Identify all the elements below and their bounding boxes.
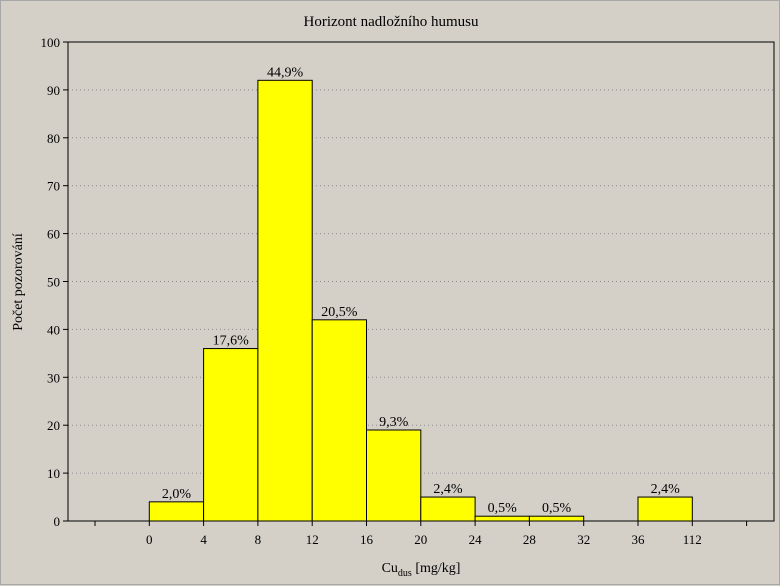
data-label: 2,0% [162, 487, 192, 502]
data-labels: 2,0% 17,6% 44,9% 20,5% 9,3% 2,4% 0,5% 0,5% 2,4% [162, 65, 680, 516]
histogram-bar [637, 496, 693, 522]
chart-title: Horizont nadložního humusu [304, 14, 479, 30]
histogram-bar [148, 501, 205, 522]
x-axis: 0 4 8 12 16 20 24 28 32 36 112 [94, 521, 748, 547]
x-axis-title-main: Cu [382, 561, 398, 576]
y-tick-label: 80 [47, 131, 60, 146]
y-tick-label: 50 [47, 275, 60, 290]
y-tick-label: 20 [47, 418, 60, 433]
histogram-bar [366, 429, 422, 522]
x-tick-label: 112 [683, 532, 702, 547]
x-tick-label: 20 [414, 532, 427, 547]
histogram-bar [311, 319, 368, 522]
x-axis-title-unit: [mg/kg] [412, 561, 461, 576]
x-tick-label: 24 [469, 532, 483, 547]
data-label: 20,5% [321, 305, 358, 320]
data-label: 0,5% [488, 501, 518, 516]
x-tick-label: 4 [200, 532, 207, 547]
data-label: 2,4% [651, 482, 681, 497]
y-tick-label: 70 [47, 179, 60, 194]
y-tick-label: 30 [47, 370, 60, 385]
x-tick-label: 16 [360, 532, 374, 547]
histogram-bar [474, 515, 530, 522]
y-tick-label: 0 [54, 514, 61, 529]
y-axis: 0 10 20 30 40 50 60 70 80 90 100 [41, 35, 68, 529]
y-tick-label: 10 [47, 466, 60, 481]
histogram-bar [528, 515, 585, 522]
data-label: 9,3% [379, 415, 409, 430]
data-label: 0,5% [542, 501, 572, 516]
bars [148, 79, 693, 522]
histogram-bar [420, 496, 476, 522]
grid-lines [68, 89, 774, 474]
y-tick-label: 90 [47, 83, 60, 98]
x-axis-title: Cudus [mg/kg] [382, 561, 461, 579]
x-tick-label: 0 [146, 532, 153, 547]
x-tick-label: 12 [306, 532, 319, 547]
y-tick-label: 40 [47, 322, 60, 337]
x-tick-label: 28 [523, 532, 536, 547]
x-axis-title-subscript: dus [398, 568, 412, 579]
x-tick-label: 8 [255, 532, 262, 547]
x-tick-label: 36 [632, 532, 646, 547]
x-tick-label: 32 [577, 532, 590, 547]
data-label: 44,9% [267, 65, 304, 80]
histogram-bar [203, 348, 259, 522]
histogram-bar [257, 79, 313, 522]
y-axis-title: Počet pozorování [11, 233, 26, 331]
y-tick-label: 100 [41, 35, 61, 50]
y-tick-label: 60 [47, 227, 60, 242]
data-label: 2,4% [433, 482, 463, 497]
data-label: 17,6% [213, 334, 250, 349]
